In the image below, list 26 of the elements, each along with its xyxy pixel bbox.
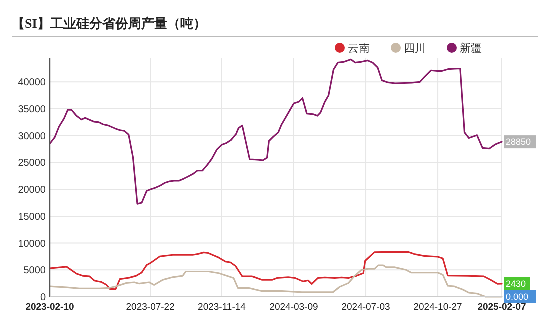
line-series (49, 264, 503, 298)
y-tick-label: 0 (40, 292, 46, 304)
y-tick-label: 25000 (18, 158, 46, 170)
legend-label: 四川 (404, 42, 426, 55)
y-tick-label: 20000 (18, 185, 46, 196)
annotation: 2430 (506, 279, 526, 290)
x-tick-label: 2024-10-27 (414, 302, 462, 313)
annotation: 28850 (506, 137, 532, 148)
x-tick-label: 2024-03-09 (270, 302, 318, 313)
y-tick-label: 30000 (18, 131, 46, 142)
y-tick-label: 40000 (18, 78, 46, 89)
annotation: 0.000 (506, 292, 529, 302)
x-tick-label: 2025-02-07 (478, 302, 526, 313)
x-tick-label: 2023-11-14 (198, 302, 246, 313)
y-tick-label: 15000 (18, 212, 46, 223)
y-tick-label: 10000 (18, 238, 46, 250)
chart-title: 【SI】工业硅分省份周产量（吨） (12, 16, 206, 31)
x-tick-label: 2023-07-22 (126, 302, 175, 313)
y-tick-label: 5000 (24, 266, 46, 277)
y-tick-label: 35000 (18, 104, 46, 116)
legend-label: 新疆 (460, 42, 482, 55)
line-series (49, 58, 503, 205)
x-tick-label: 2024-07-03 (342, 302, 390, 313)
legend-label: 云南 (348, 42, 370, 55)
x-tick-label: 2023-02-10 (26, 302, 74, 313)
line-series (49, 251, 503, 290)
